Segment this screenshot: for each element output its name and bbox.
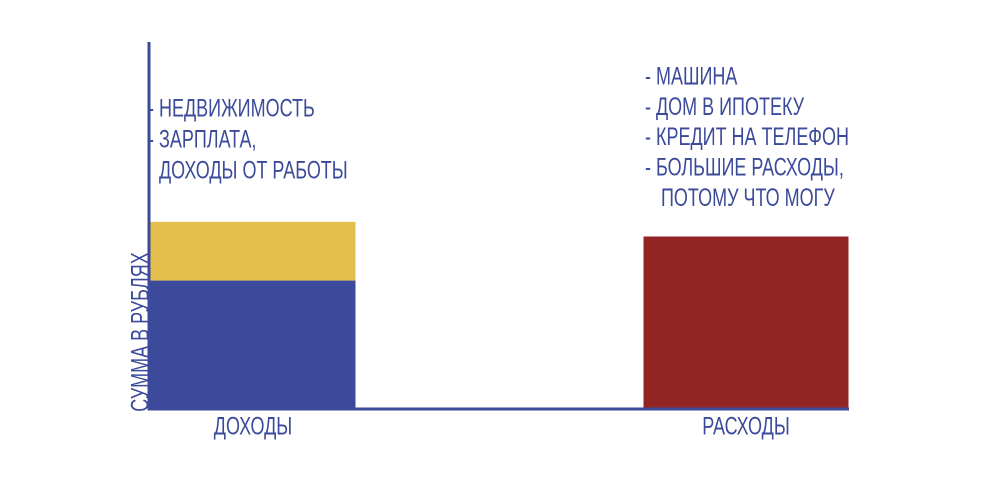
annotation-line: ДОХОДЫ ОТ РАБОТЫ [159,156,348,185]
bar-segment [150,221,356,281]
annotation-line: - ДОМ В ИПОТЕКУ [645,92,804,121]
annotation-line: - НЕДВИЖИМОСТЬ [148,94,315,123]
annotation-line: - МАШИНА [645,62,738,91]
annotation-line: - БОЛЬШИЕ РАСХОДЫ, [645,153,844,182]
annotation-line: ПОТОМУ ЧТО МОГУ [661,183,835,212]
x-tick-label: РАСХОДЫ [702,412,789,441]
bar-segment [643,236,849,409]
x-tick-label: ДОХОДЫ [214,412,292,441]
annotation-line: - ЗАРПЛАТА, [148,125,257,154]
bar-segment [150,280,356,409]
annotation-line: - КРЕДИТ НА ТЕЛЕФОН [645,122,849,151]
